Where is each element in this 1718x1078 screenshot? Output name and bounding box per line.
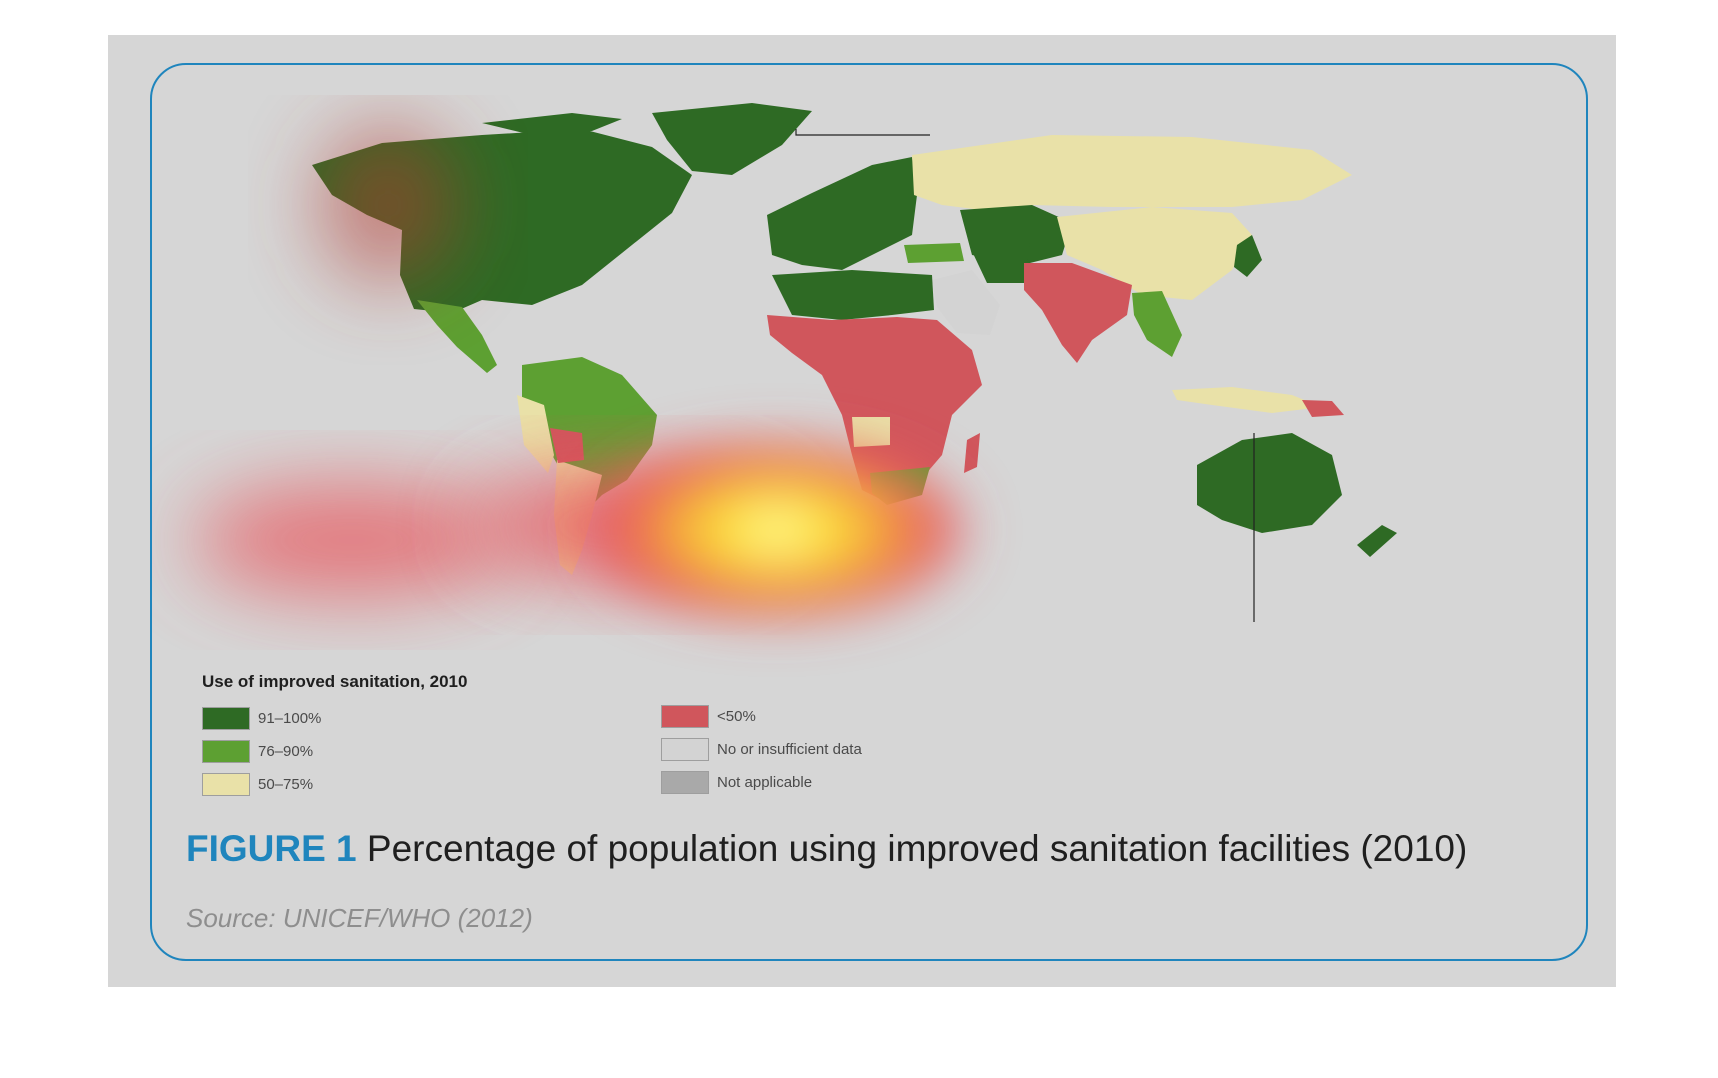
region-andes bbox=[517, 395, 554, 473]
legend-swatch bbox=[202, 773, 250, 796]
region-central-america bbox=[417, 300, 497, 373]
legend-swatch bbox=[661, 738, 709, 761]
region-bolivia bbox=[550, 428, 584, 463]
region-middle-east bbox=[932, 270, 1000, 335]
legend-item-no-data: No or insufficient data bbox=[661, 738, 862, 761]
region-australia bbox=[1197, 433, 1342, 533]
legend-swatch bbox=[202, 740, 250, 763]
figure-caption: FIGURE 1 Percentage of population using … bbox=[186, 828, 1467, 870]
region-turkey bbox=[904, 243, 964, 263]
region-new-zealand bbox=[1357, 525, 1397, 557]
figure-label: FIGURE 1 bbox=[186, 828, 357, 869]
legend-item-91-100: 91–100% bbox=[202, 707, 321, 730]
legend-title: Use of improved sanitation, 2010 bbox=[202, 672, 468, 691]
region-papua bbox=[1302, 400, 1344, 417]
region-angola bbox=[852, 417, 890, 447]
region-iran bbox=[970, 243, 1030, 283]
region-europe bbox=[767, 157, 917, 270]
legend-item-below-50: <50% bbox=[661, 705, 756, 728]
annotation-line-top bbox=[795, 129, 930, 136]
region-arctic-islands bbox=[482, 113, 622, 135]
region-china bbox=[1057, 207, 1252, 300]
region-madagascar bbox=[964, 433, 980, 473]
region-subsaharan-africa bbox=[767, 315, 982, 500]
region-south-america bbox=[522, 357, 657, 505]
region-north-africa bbox=[772, 270, 934, 320]
legend-label: 50–75% bbox=[258, 776, 314, 793]
legend-label: <50% bbox=[717, 708, 756, 725]
region-southeast-asia bbox=[1132, 291, 1182, 357]
figure-source: Source: UNICEF/WHO (2012) bbox=[186, 903, 533, 933]
region-greenland bbox=[652, 103, 812, 175]
legend-item-50-75: 50–75% bbox=[202, 773, 313, 796]
region-south-asia bbox=[1024, 263, 1132, 363]
legend-swatch bbox=[202, 707, 250, 730]
region-russia bbox=[912, 135, 1352, 210]
figure-frame bbox=[150, 63, 1588, 961]
legend-label: Not applicable bbox=[717, 774, 813, 791]
region-indonesia bbox=[1172, 387, 1322, 413]
legend-item-76-90: 76–90% bbox=[202, 740, 313, 763]
legend-label: No or insufficient data bbox=[717, 741, 862, 758]
legend-swatch bbox=[661, 771, 709, 794]
legend-swatch bbox=[661, 705, 709, 728]
legend-label: 76–90% bbox=[258, 743, 314, 760]
heat-overlay bbox=[192, 125, 977, 625]
figure-title: Percentage of population using improved … bbox=[366, 828, 1468, 869]
world-sanitation-map bbox=[192, 103, 1397, 625]
legend-label: 91–100% bbox=[258, 710, 322, 727]
region-japan bbox=[1234, 235, 1262, 277]
legend-item-not-applicable: Not applicable bbox=[661, 771, 812, 794]
